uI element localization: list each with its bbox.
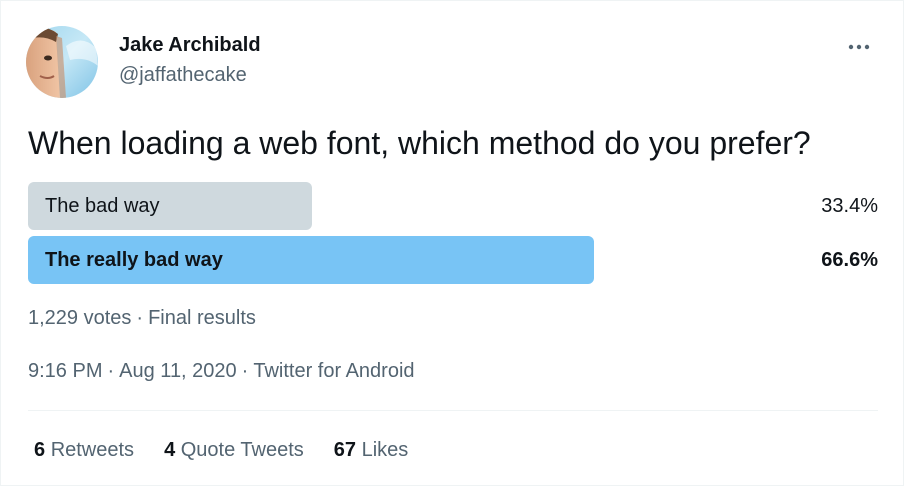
poll-option-percent: 66.6% <box>821 249 878 271</box>
poll-bar <box>28 236 594 284</box>
tweet-date[interactable]: Aug 11, 2020 <box>119 360 237 382</box>
separator: · <box>107 360 115 382</box>
poll-status: Final results <box>148 307 256 329</box>
poll-option: The really bad way 66.6% <box>28 236 878 284</box>
author-handle[interactable]: @jaffathecake <box>119 64 247 86</box>
tweet-source[interactable]: Twitter for Android <box>253 360 415 382</box>
avatar[interactable] <box>26 26 98 98</box>
tweet-text: When loading a web font, which method do… <box>28 125 811 161</box>
more-options-button[interactable] <box>839 27 879 67</box>
author-name[interactable]: Jake Archibald <box>119 34 261 56</box>
poll-summary: 1,229 votes · Final results <box>28 306 256 330</box>
poll-option-label: The really bad way <box>45 249 223 271</box>
tweet-stats: 6 Retweets 4 Quote Tweets 67 Likes <box>34 438 408 462</box>
tweet-meta: 9:16 PM · Aug 11, 2020 · Twitter for Android <box>28 359 415 383</box>
tweet-time[interactable]: 9:16 PM <box>28 360 103 382</box>
likes-link[interactable]: 67 Likes <box>334 438 409 462</box>
quote-tweets-link[interactable]: 4 Quote Tweets <box>164 438 304 462</box>
poll-option-label: The bad way <box>45 195 160 217</box>
retweets-label: Retweets <box>50 439 135 461</box>
separator: · <box>136 307 144 329</box>
poll-option-percent: 33.4% <box>821 195 878 217</box>
more-horizontal-icon <box>848 44 870 50</box>
poll-bar <box>28 182 312 230</box>
separator: · <box>241 360 249 382</box>
quote-tweets-count: 4 <box>164 439 176 461</box>
likes-label: Likes <box>361 439 409 461</box>
retweets-link[interactable]: 6 Retweets <box>34 438 134 462</box>
quote-tweets-label: Quote Tweets <box>180 439 304 461</box>
avatar-image <box>26 26 98 98</box>
likes-count: 67 <box>333 439 357 461</box>
poll-vote-count: 1,229 votes <box>28 307 132 329</box>
retweets-count: 6 <box>34 439 46 461</box>
poll-option: The bad way 33.4% <box>28 182 878 230</box>
divider <box>28 410 878 411</box>
